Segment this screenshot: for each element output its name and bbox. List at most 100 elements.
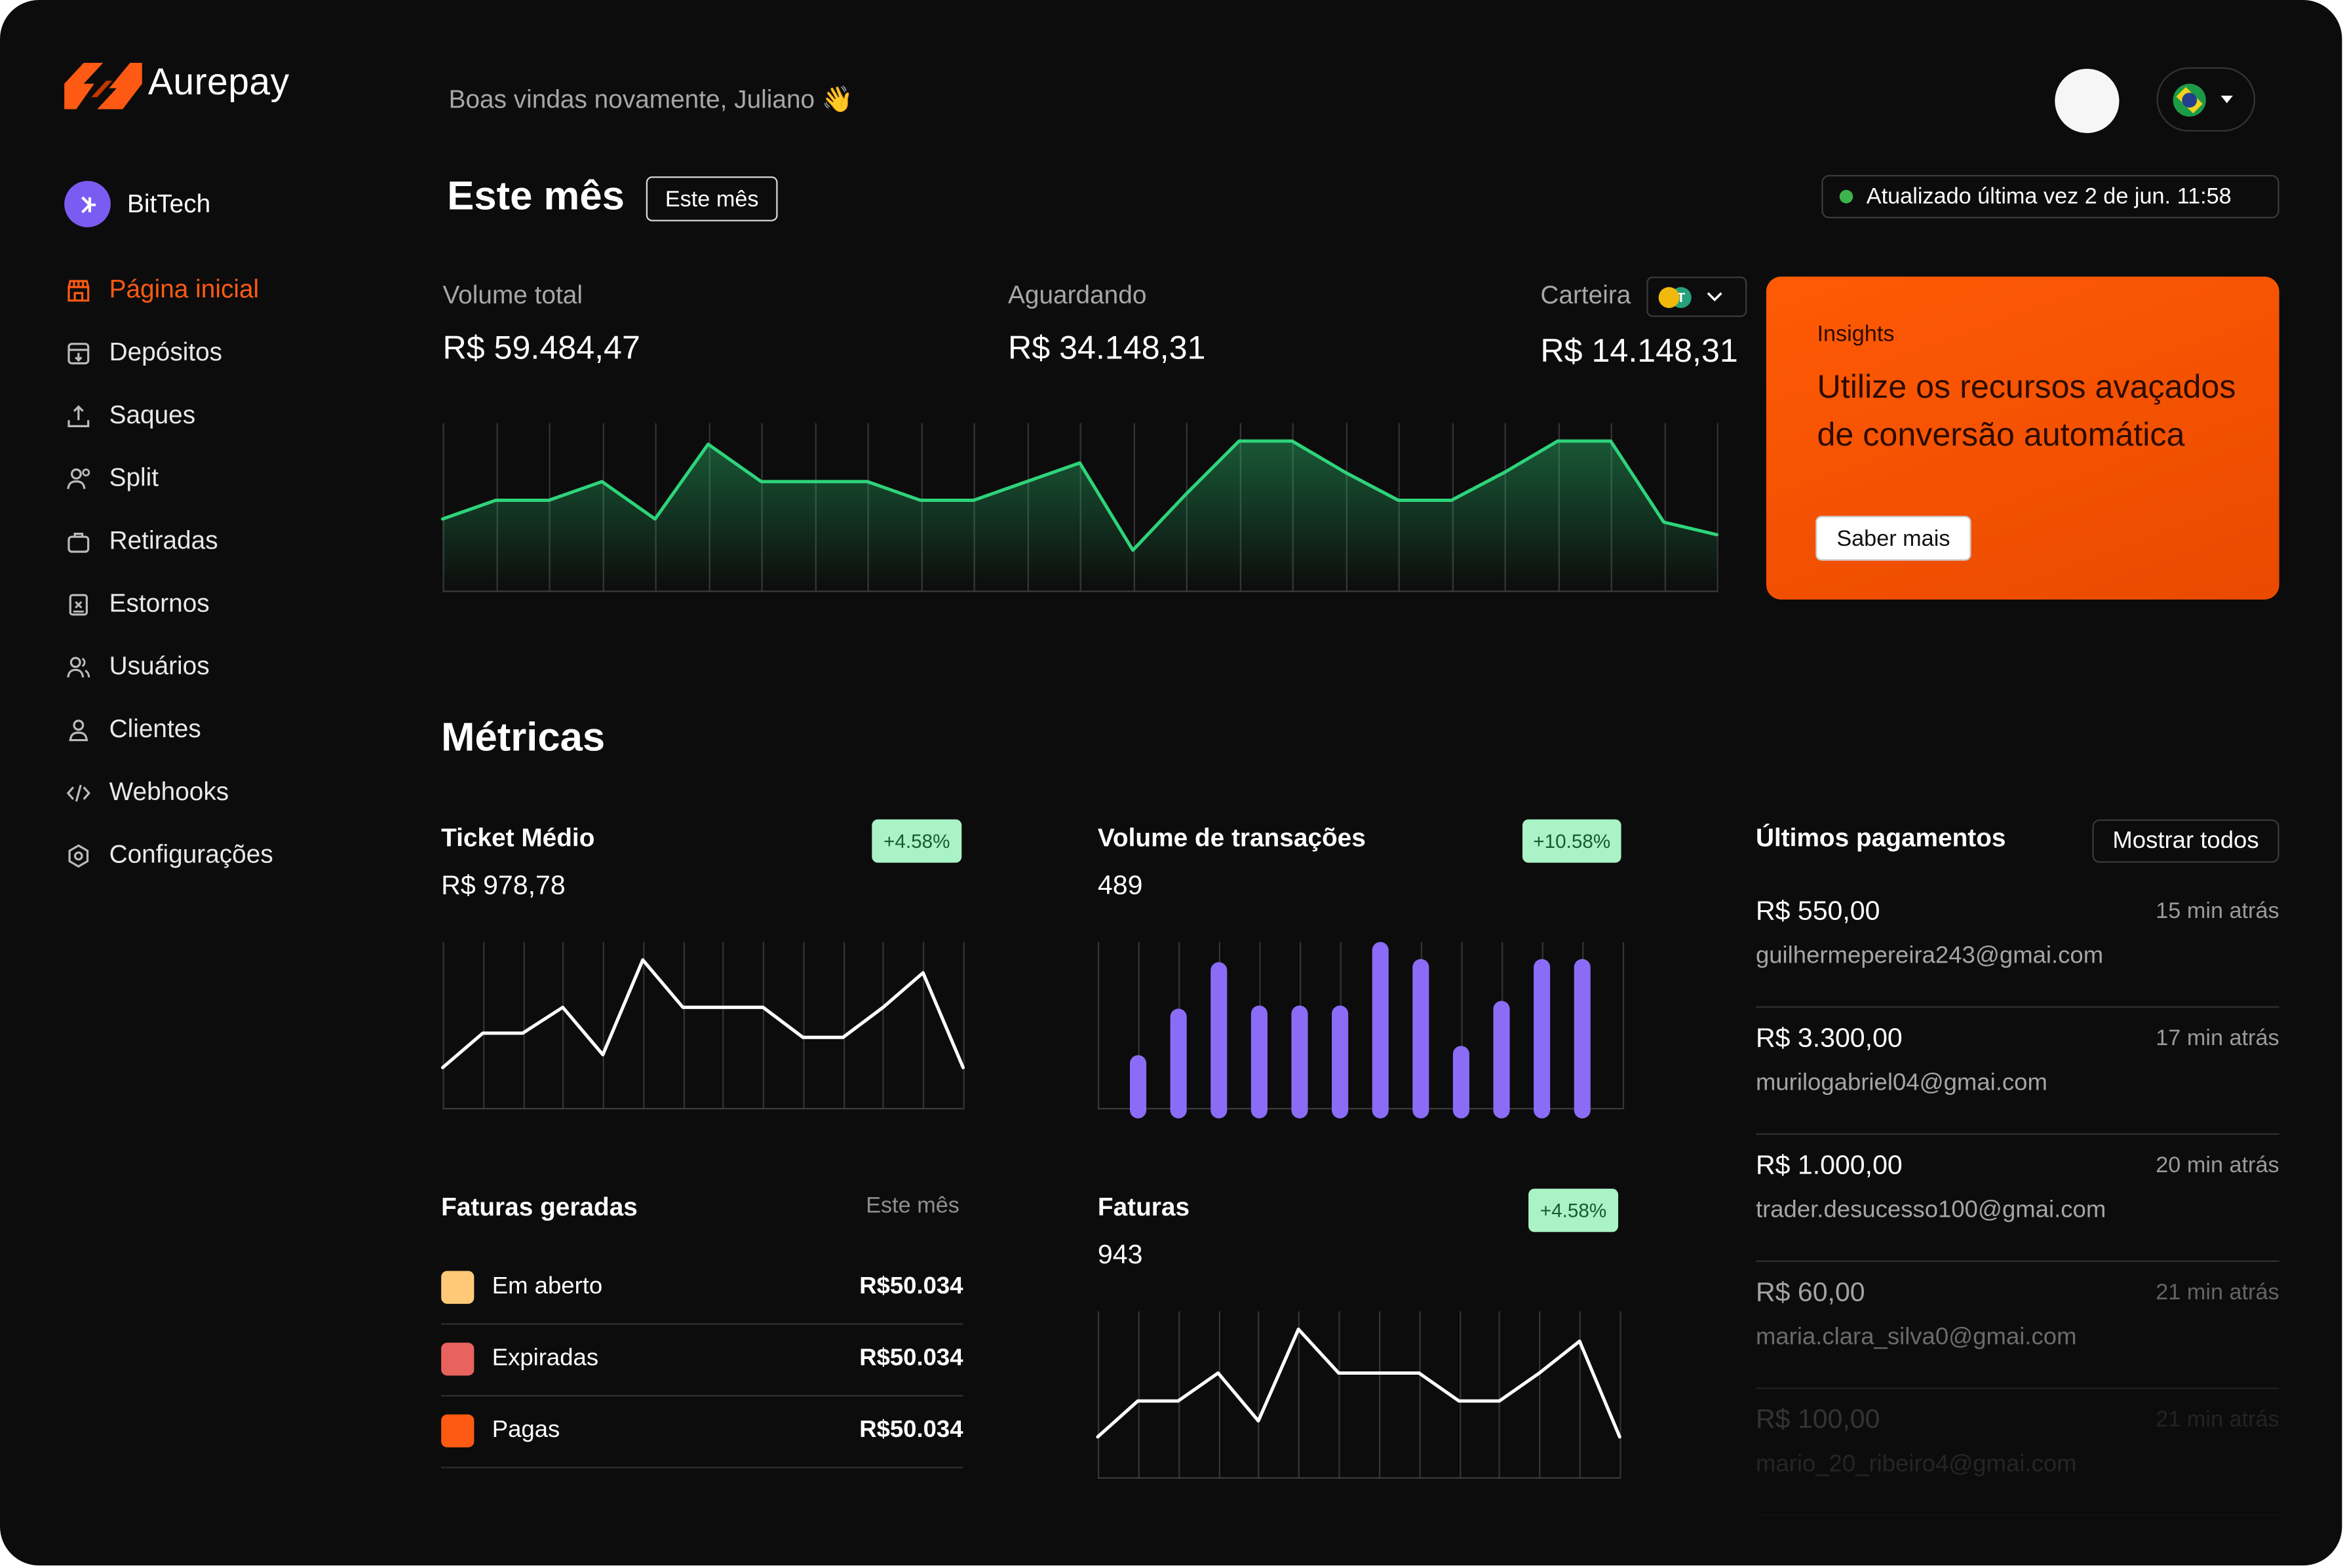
- payment-amount: R$ 100,00: [1755, 1404, 1880, 1434]
- transactions-badge: +10.58%: [1522, 819, 1621, 863]
- sidebar-item-label: Clientes: [109, 714, 201, 744]
- ticket-badge: +4.58%: [872, 819, 962, 863]
- bar: [1129, 1055, 1147, 1119]
- bar: [1372, 942, 1389, 1119]
- sidebar-item-label: Split: [109, 463, 159, 492]
- transactions-title: Volume de transações: [1097, 824, 1366, 852]
- split-icon: [64, 465, 92, 493]
- sidebar-item-configuracoes[interactable]: Configurações: [64, 824, 408, 887]
- paid-swatch: [441, 1414, 475, 1447]
- sidebar-item-label: Retiradas: [109, 526, 218, 555]
- sidebar-item-depositos[interactable]: Depósitos: [64, 322, 408, 385]
- deposit-icon: [64, 339, 92, 367]
- ticket-title: Ticket Médio: [441, 824, 595, 852]
- payment-time: 21 min atrás: [2156, 1280, 2279, 1306]
- wallet-currency-select[interactable]: T: [1646, 277, 1747, 317]
- bar: [1170, 1008, 1187, 1119]
- sidebar-item-estornos[interactable]: Estornos: [64, 573, 408, 636]
- open-swatch: [441, 1271, 475, 1304]
- payment-time: 21 min atrás: [2156, 1407, 2279, 1433]
- invoices-value: 943: [1097, 1239, 1143, 1270]
- bar: [1211, 962, 1228, 1119]
- payment-amount: R$ 1.000,00: [1755, 1149, 1903, 1180]
- payment-amount: R$ 60,00: [1755, 1276, 1865, 1307]
- user-avatar[interactable]: [2055, 68, 2120, 134]
- transactions-chart-svg: [1097, 942, 1625, 1119]
- sidebar-item-label: Estornos: [109, 589, 210, 618]
- logo-icon: [64, 62, 142, 111]
- code-icon: [64, 778, 92, 807]
- updated-status: Atualizado última vez 2 de jun. 11:58: [1821, 174, 2279, 219]
- sidebar-item-label: Configurações: [109, 840, 273, 869]
- status-dot-icon: [1839, 189, 1853, 204]
- sidebar-item-retiradas[interactable]: Retiradas: [64, 510, 408, 573]
- bar: [1574, 959, 1591, 1119]
- payment-item[interactable]: R$ 1.000,00 20 min atrás trader.desucess…: [1755, 1134, 2279, 1262]
- sidebar-item-label: Usuários: [109, 651, 210, 681]
- insights-label: Insights: [1817, 321, 1895, 347]
- org-avatar[interactable]: [64, 181, 111, 227]
- payment-email: maria.clara_silva0@gmai.com: [1755, 1324, 2077, 1350]
- invoice-row-label: Pagas: [492, 1417, 560, 1444]
- storefront-icon: [64, 276, 92, 304]
- insights-text: Utilize os recursos avaçados de conversã…: [1817, 368, 2236, 453]
- payment-item[interactable]: R$ 100,00 21 min atrás mario_20_ribeiro4…: [1755, 1388, 2279, 1516]
- payment-item[interactable]: R$ 3.300,00 17 min atrás murilogabriel04…: [1755, 1006, 2279, 1135]
- payment-item[interactable]: R$ 60,00 21 min atrás maria.clara_silva0…: [1755, 1261, 2279, 1389]
- payment-email: guilhermepereira243@gmai.com: [1755, 943, 2104, 969]
- payment-amount: R$ 3.300,00: [1755, 1022, 1903, 1053]
- payment-time: 15 min atrás: [2156, 898, 2279, 925]
- transactions-value: 489: [1097, 870, 1143, 900]
- coin-icon: [1658, 286, 1680, 307]
- bar: [1534, 959, 1551, 1119]
- payment-time: 17 min atrás: [2156, 1025, 2279, 1052]
- payment-item[interactable]: R$ 550,00 15 min atrás guilhermepereira2…: [1755, 879, 2279, 1008]
- sidebar-item-split[interactable]: Split: [64, 447, 408, 510]
- metrics-title: Métricas: [441, 714, 606, 760]
- total-volume-label: Volume total: [442, 280, 583, 310]
- sidebar-item-webhooks[interactable]: Webhooks: [64, 761, 408, 824]
- learn-more-button[interactable]: Saber mais: [1815, 516, 1971, 561]
- series-line: [440, 958, 965, 1069]
- ticket-chart: [440, 942, 965, 1110]
- chevron-down-icon: [1707, 292, 1722, 301]
- invoices-badge: +4.58%: [1528, 1189, 1619, 1233]
- sidebar-item-saques[interactable]: Saques: [64, 384, 408, 447]
- withdraw-icon: [64, 402, 92, 430]
- sidebar-item-clientes[interactable]: Clientes: [64, 698, 408, 761]
- sidebar-item-inicio[interactable]: Página inicial: [64, 259, 408, 322]
- sidebar-nav: Página inicial Depósitos Saques Split Re…: [64, 259, 408, 887]
- settings-icon: [64, 841, 92, 870]
- pending-label: Aguardando: [1008, 280, 1147, 310]
- sidebar-item-label: Saques: [109, 400, 196, 429]
- invoices-chart: [1096, 1311, 1621, 1479]
- brand-name: Aurepay: [147, 61, 290, 104]
- sidebar-item-usuarios[interactable]: Usuários: [64, 636, 408, 698]
- payment-email: trader.desucesso100@gmai.com: [1755, 1197, 2106, 1223]
- payment-email: murilogabriel04@gmai.com: [1755, 1070, 2047, 1096]
- invoice-row-expired: Expiradas R$50.034: [441, 1323, 963, 1397]
- invoices-period[interactable]: Este mês: [866, 1193, 959, 1219]
- bar: [1493, 1001, 1510, 1119]
- invoice-row-paid: Pagas R$50.034: [441, 1395, 963, 1468]
- language-selector[interactable]: [2156, 67, 2256, 132]
- org-logo-icon: [80, 195, 95, 213]
- sidebar-item-label: Página inicial: [109, 275, 260, 304]
- payment-time: 20 min atrás: [2156, 1153, 2279, 1179]
- payments-title: Últimos pagamentos: [1755, 824, 2006, 852]
- series-line: [1096, 1328, 1621, 1439]
- wallet-value: R$ 14.148,31: [1540, 332, 1738, 370]
- greeting: Boas vindas novamente, Juliano 👋: [448, 85, 854, 114]
- invoices-generated-title: Faturas geradas: [441, 1193, 638, 1222]
- invoices-title: Faturas: [1097, 1193, 1190, 1222]
- invoices-chart-svg: [1096, 1311, 1621, 1479]
- pending-value: R$ 34.148,31: [1008, 329, 1206, 367]
- sidebar-item-label: Webhooks: [109, 777, 229, 806]
- show-all-button[interactable]: Mostrar todos: [2092, 819, 2279, 863]
- org-name[interactable]: BitTech: [126, 189, 211, 219]
- transactions-chart: [1097, 942, 1625, 1119]
- sidebar-item-label: Depósitos: [109, 337, 223, 367]
- period-button[interactable]: Este mês: [646, 176, 778, 221]
- series-area: [442, 441, 1717, 592]
